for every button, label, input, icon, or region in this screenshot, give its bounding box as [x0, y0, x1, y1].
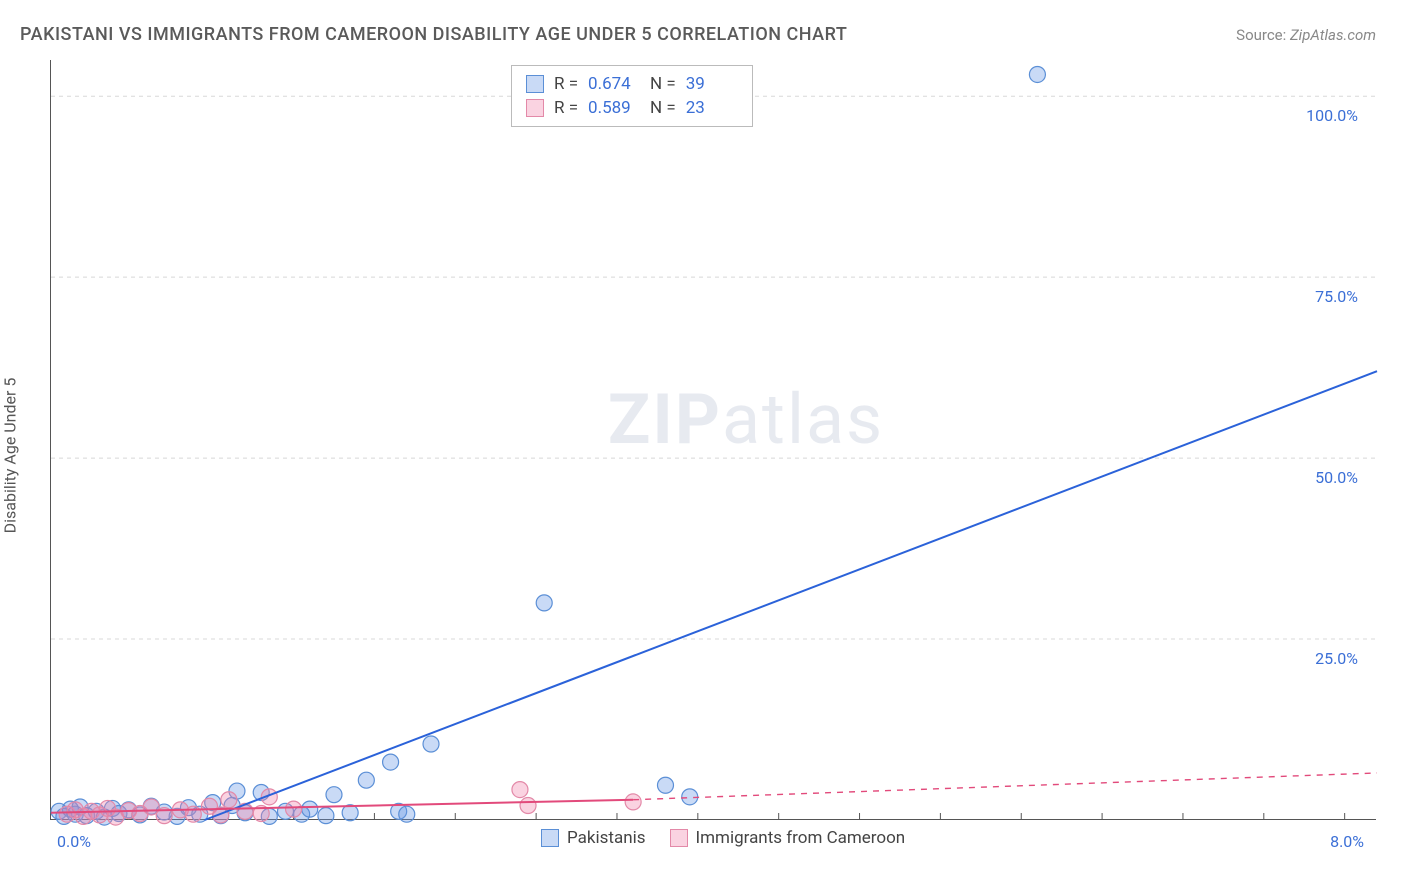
n-value: 23	[686, 98, 738, 118]
legend-item: Immigrants from Cameroon	[670, 828, 906, 848]
y-tick-label: 100.0%	[1306, 106, 1358, 125]
r-label: R =	[554, 98, 578, 118]
series-name: Pakistanis	[567, 828, 646, 848]
n-label: N =	[650, 74, 676, 94]
series-swatch	[541, 829, 559, 847]
y-tick-label: 50.0%	[1315, 468, 1358, 487]
legend: Pakistanis Immigrants from Cameroon	[541, 828, 905, 848]
r-value: 0.589	[588, 98, 640, 118]
legend-item: Pakistanis	[541, 828, 646, 848]
y-axis-label: Disability Age Under 5	[1, 378, 20, 534]
correlation-stats-box: R = 0.674 N = 39 R = 0.589 N = 23	[511, 65, 753, 127]
x-tick-label-min: 0.0%	[57, 832, 91, 851]
source-label: Source:	[1236, 26, 1286, 44]
source-attribution: Source: ZipAtlas.com	[1236, 26, 1376, 44]
chart-svg	[51, 60, 1377, 820]
r-label: R =	[554, 74, 578, 94]
series-swatch	[526, 99, 544, 117]
stats-row: R = 0.674 N = 39	[526, 72, 738, 96]
stats-row: R = 0.589 N = 23	[526, 96, 738, 120]
series-swatch	[670, 829, 688, 847]
series-swatch	[526, 75, 544, 93]
n-value: 39	[686, 74, 738, 94]
y-tick-label: 75.0%	[1315, 287, 1358, 306]
chart-title: PAKISTANI VS IMMIGRANTS FROM CAMEROON DI…	[20, 24, 847, 45]
series-name: Immigrants from Cameroon	[696, 828, 906, 848]
source-value: ZipAtlas.com	[1290, 26, 1376, 44]
n-label: N =	[650, 98, 676, 118]
x-tick-label-max: 8.0%	[1330, 832, 1364, 851]
chart-plot-area: ZIPatlas R =0.674N =39R =0.589N =23 Paki…	[50, 60, 1376, 820]
y-tick-label: 25.0%	[1315, 649, 1358, 668]
r-value: 0.674	[588, 74, 640, 94]
